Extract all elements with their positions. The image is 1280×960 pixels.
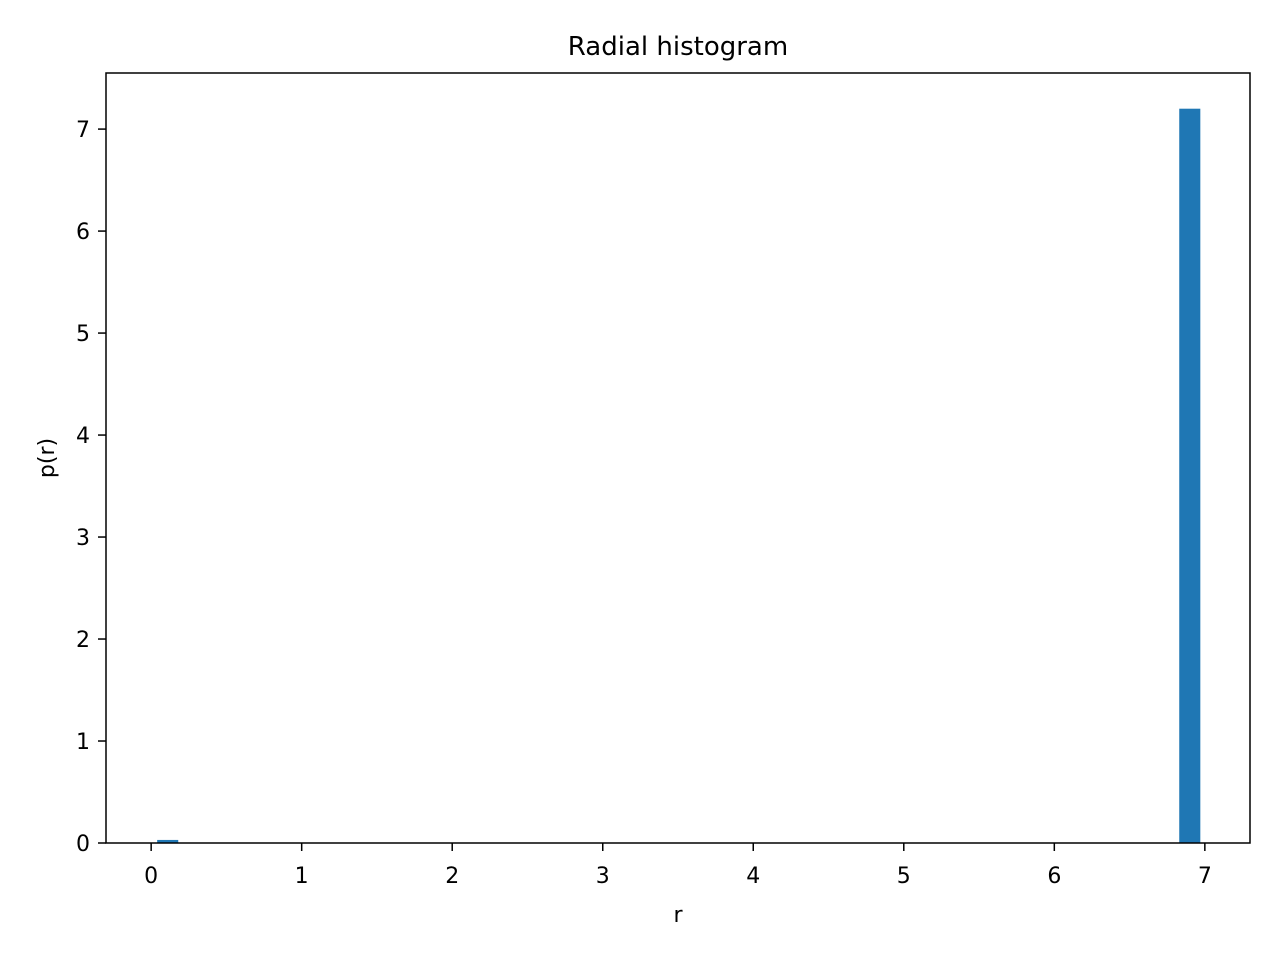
y-tick-label: 5 bbox=[76, 322, 90, 347]
y-axis-ticks: 0 1 2 3 4 5 6 7 bbox=[76, 118, 106, 857]
y-tick-label: 3 bbox=[76, 526, 90, 551]
x-tick-label: 0 bbox=[144, 864, 158, 889]
y-tick-label: 7 bbox=[76, 118, 90, 143]
x-tick-label: 4 bbox=[746, 864, 760, 889]
x-axis-label: r bbox=[673, 903, 683, 928]
x-tick-label: 6 bbox=[1047, 864, 1061, 889]
chart-title: Radial histogram bbox=[568, 32, 788, 62]
y-tick-label: 0 bbox=[76, 832, 90, 857]
x-tick-label: 2 bbox=[445, 864, 459, 889]
histogram-bar bbox=[157, 839, 179, 843]
y-tick-label: 6 bbox=[76, 220, 90, 245]
y-tick-label: 4 bbox=[76, 424, 90, 449]
y-tick-label: 1 bbox=[76, 730, 90, 755]
x-tick-label: 7 bbox=[1198, 864, 1212, 889]
plot-frame bbox=[105, 72, 1251, 844]
x-tick-label: 5 bbox=[897, 864, 911, 889]
y-axis-label: p(r) bbox=[35, 438, 60, 478]
bars-group bbox=[157, 108, 1201, 843]
x-axis-ticks: 0 1 2 3 4 5 6 7 bbox=[144, 843, 1212, 889]
y-tick-label: 2 bbox=[76, 628, 90, 653]
x-tick-label: 3 bbox=[596, 864, 610, 889]
x-tick-label: 1 bbox=[295, 864, 309, 889]
histogram-bar bbox=[1179, 108, 1201, 843]
